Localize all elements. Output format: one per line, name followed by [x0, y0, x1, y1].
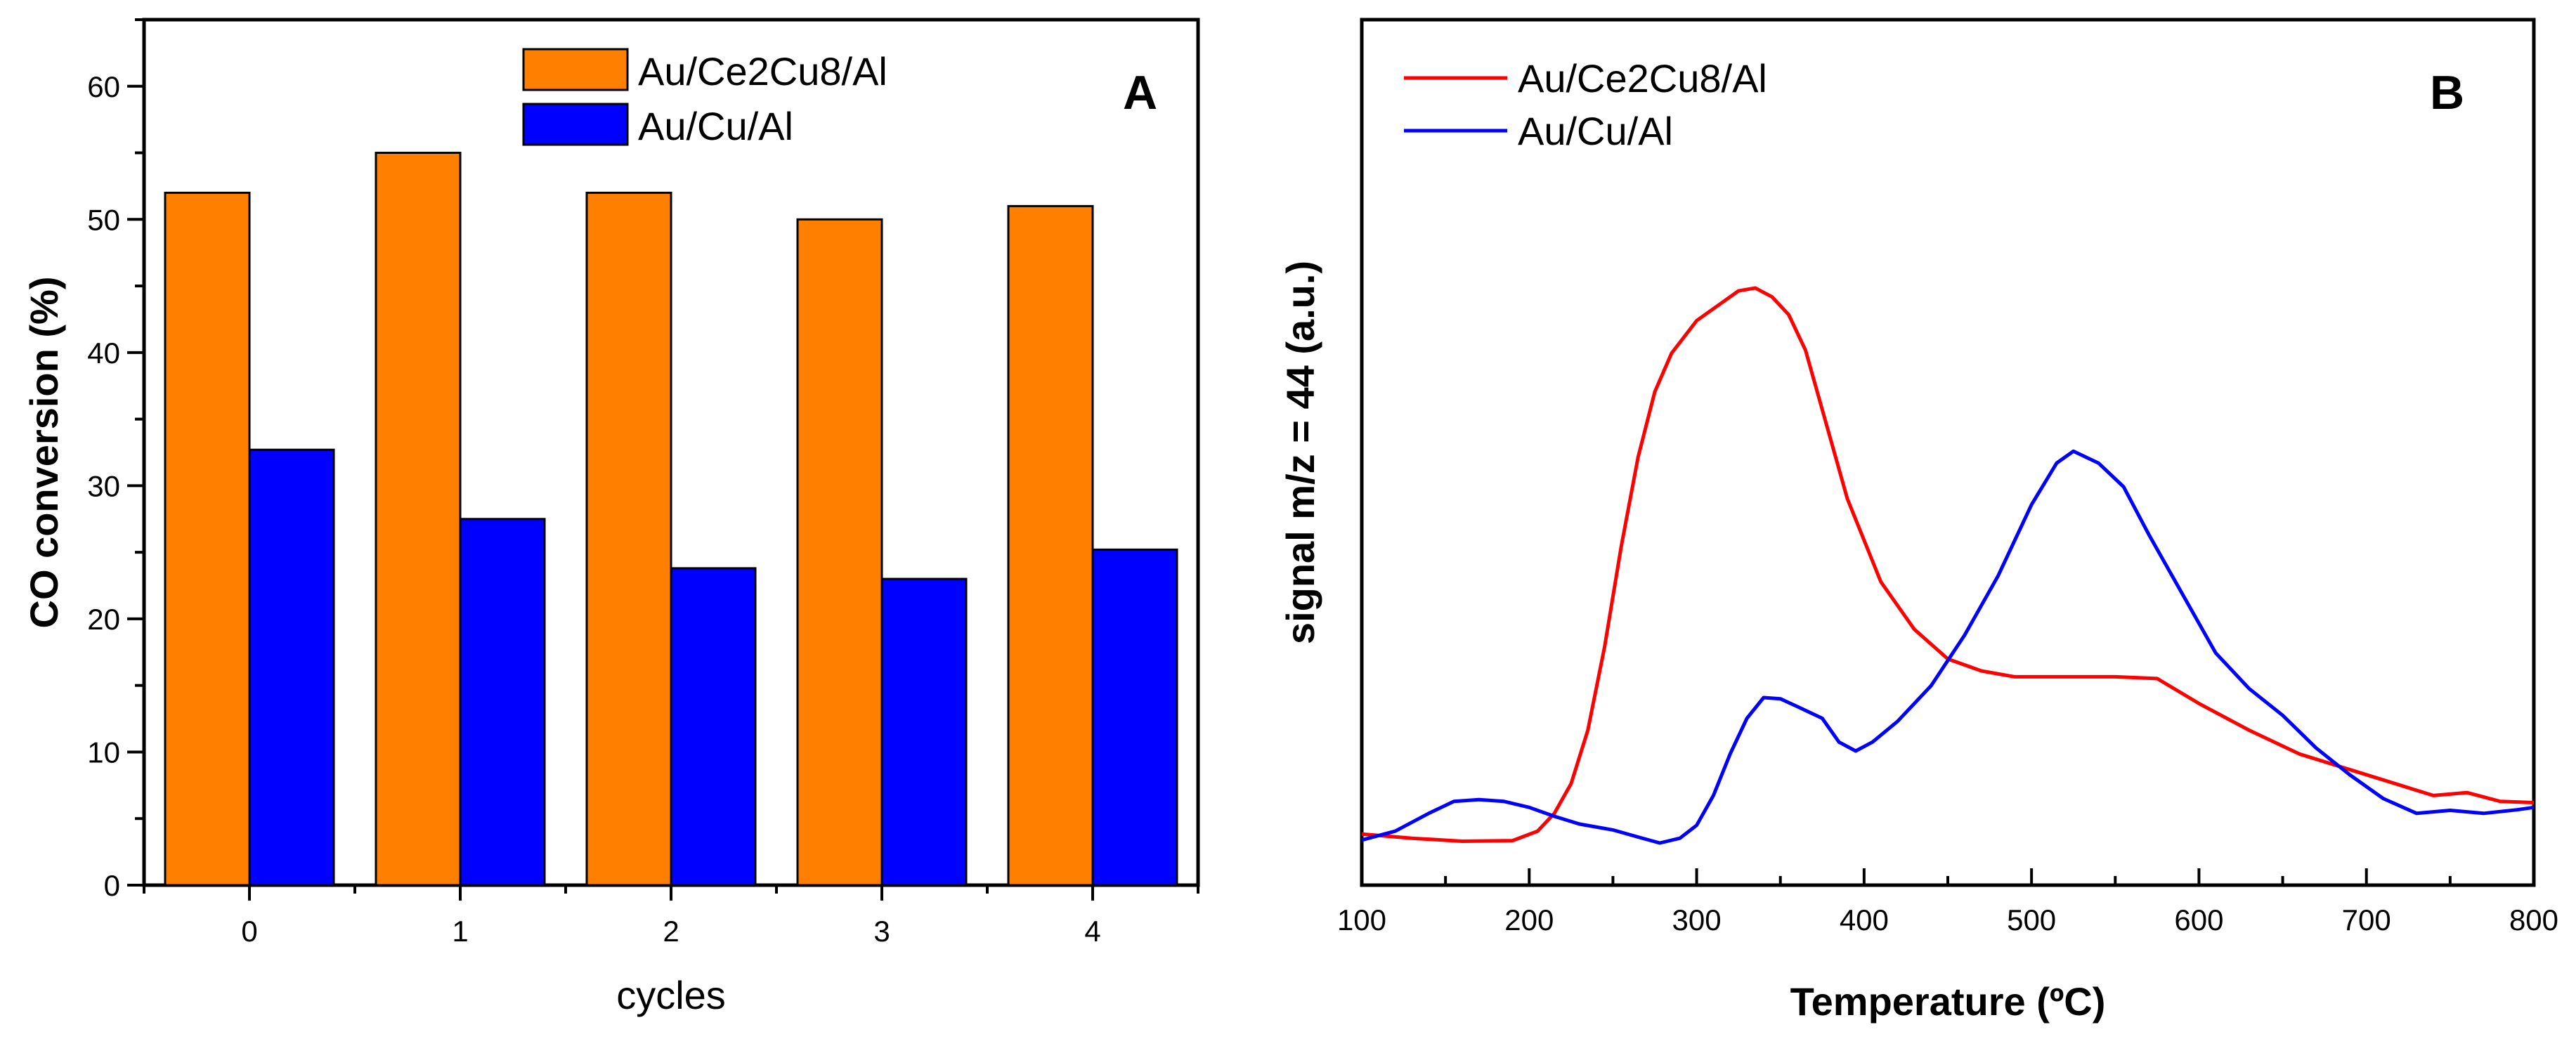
panel-b-y-axis-label: signal m/z = 44 (a.u.)	[1278, 261, 1322, 644]
panel-a-bar-chart: 0 10 20 30 40 50 60 0 1 2 3 4 Au/Ce2Cu8/Al Au/Cu/A…	[22, 18, 1200, 1017]
x-tick-label-700: 700	[2342, 903, 2391, 936]
y-tick-label-20: 20	[87, 603, 120, 636]
y-tick-label-0: 0	[104, 869, 120, 902]
bar-au-cu-al-cycle-3	[880, 577, 968, 887]
y-tick-label-40: 40	[87, 336, 120, 370]
panel-a-x-ticks: 0 1 2 3 4	[143, 885, 1199, 948]
y-tick-label-30: 30	[87, 469, 120, 502]
legend-label-au-cu-al-b: Au/Cu/Al	[1518, 109, 1673, 153]
bar-au-cu-al-cycle-0	[248, 448, 335, 887]
y-tick-label-10: 10	[87, 736, 120, 769]
x-tick-label-0: 0	[241, 915, 257, 948]
line-au-cu-al	[1361, 449, 2535, 845]
bar-au-cu-al-cycle-2	[670, 567, 757, 887]
bar-au-cu-al-cycle-4	[1091, 548, 1178, 887]
legend-label-au-cu-al: Au/Cu/Al	[638, 104, 793, 148]
panel-b-x-axis-label: Temperature (ºC)	[1790, 979, 2106, 1024]
x-tick-label-500: 500	[2007, 903, 2056, 936]
panel-a-y-ticks: 0 10 20 30 40 50 60	[87, 18, 144, 902]
legend-swatch-au-cu-al	[522, 103, 629, 146]
x-tick-label-2: 2	[663, 915, 679, 948]
panel-a-y-axis-label: CO conversion (%)	[22, 277, 66, 629]
legend-swatch-au-ce2cu8-al	[522, 48, 629, 91]
y-tick-label-60: 60	[87, 70, 120, 103]
x-tick-label-1: 1	[452, 915, 468, 948]
legend-label-au-ce2cu8-al: Au/Ce2Cu8/Al	[638, 49, 887, 93]
bar-au-ce2cu8-al-cycle-0	[164, 191, 251, 887]
x-tick-label-200: 200	[1504, 903, 1554, 936]
x-tick-label-4: 4	[1084, 915, 1100, 948]
panel-a-legend: Au/Ce2Cu8/Al Au/Cu/Al	[522, 48, 887, 148]
bar-au-ce2cu8-al-cycle-1	[375, 152, 462, 887]
x-tick-label-100: 100	[1337, 903, 1386, 936]
panel-b-lines	[1361, 286, 2535, 845]
y-tick-label-50: 50	[87, 203, 120, 236]
x-tick-label-600: 600	[2174, 903, 2223, 936]
bar-au-ce2cu8-al-cycle-3	[796, 218, 883, 887]
x-tick-label-3: 3	[873, 915, 890, 948]
x-tick-label-400: 400	[1840, 903, 1889, 936]
bar-au-cu-al-cycle-1	[459, 518, 546, 887]
bar-au-ce2cu8-al-cycle-2	[585, 191, 672, 887]
panel-a-bars	[164, 152, 1178, 887]
bar-au-ce2cu8-al-cycle-4	[1007, 204, 1094, 887]
x-tick-label-800: 800	[2509, 903, 2558, 936]
legend-label-au-ce2cu8-al-b: Au/Ce2Cu8/Al	[1518, 56, 1767, 100]
panel-a-label: A	[1123, 66, 1157, 119]
panel-b-label: B	[2430, 66, 2464, 119]
line-au-ce2cu8-al	[1361, 286, 2535, 843]
panel-b-x-ticks: 100 200 300 400 500 600 700 800	[1337, 868, 2558, 936]
panel-b-line-chart: 100 200 300 400 500 600 700 800 Au/Ce2Cu8/Al Au…	[1278, 18, 2558, 1024]
panel-b-legend: Au/Ce2Cu8/Al Au/Cu/Al	[1404, 56, 1767, 153]
x-tick-label-300: 300	[1672, 903, 1722, 936]
panel-a-x-axis-label: cycles	[616, 973, 726, 1017]
